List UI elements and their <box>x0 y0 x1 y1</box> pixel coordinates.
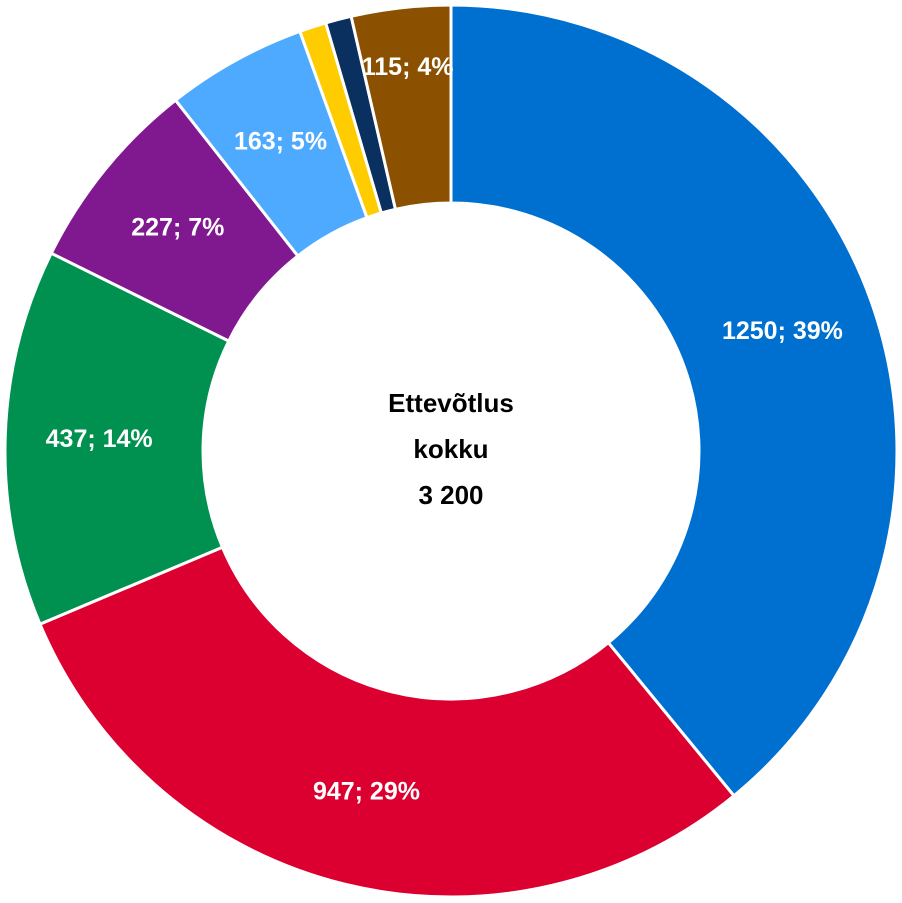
donut-slice <box>349 3 453 212</box>
data-label: 115; 4% <box>362 53 454 81</box>
data-label: 437; 14% <box>46 425 153 453</box>
center-label: kokku <box>413 434 488 464</box>
donut-slice <box>449 3 899 798</box>
center-label: 3 200 <box>418 480 483 510</box>
center-label: Ettevõtlus <box>388 388 514 418</box>
data-label: 947; 29% <box>313 777 420 805</box>
data-label: 163; 5% <box>234 128 327 156</box>
donut-slice <box>37 545 737 899</box>
data-label: 1250; 39% <box>722 317 843 345</box>
donut-slice <box>3 251 231 627</box>
data-label: 227; 7% <box>131 214 224 242</box>
